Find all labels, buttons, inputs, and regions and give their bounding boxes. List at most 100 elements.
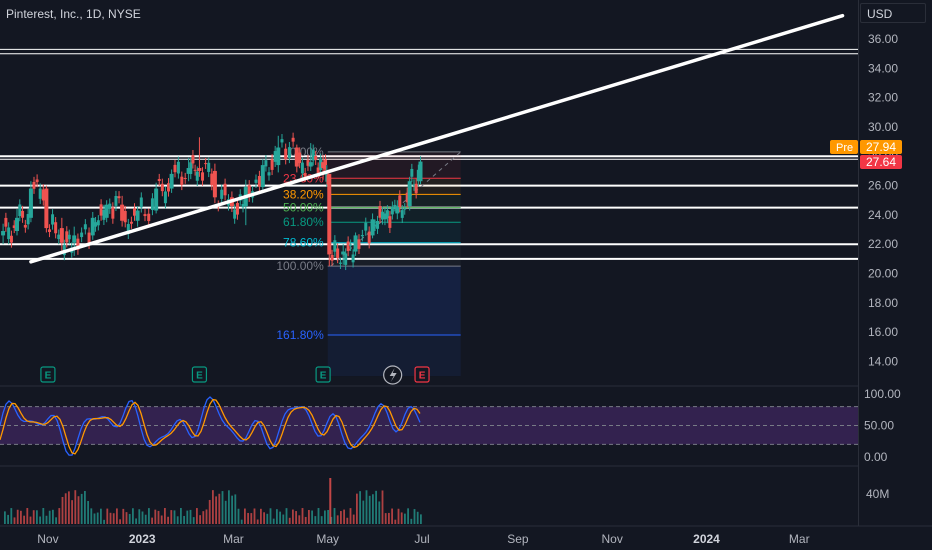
earnings-badge-frame [191,366,208,383]
last-price: 27.64 [866,155,896,169]
volume-bar [29,516,32,524]
earnings-badge-label: E [45,371,52,382]
candle-body [324,159,328,166]
candle-body [160,183,164,192]
volume-bar [365,490,368,524]
volume-bar [7,514,9,524]
volume-bar [410,518,413,524]
price-axis-label: 18.00 [868,296,898,310]
currency-selector[interactable]: USD [860,3,926,23]
candle-body [195,171,199,181]
volume-bar [20,510,22,524]
candle-body [18,204,22,217]
candle-body [327,173,332,255]
candle-body [410,168,414,177]
candle-body [193,169,197,171]
volume-bar [346,517,349,524]
volume-bar [269,508,272,524]
volume-bar [378,501,381,524]
volume-bar [407,508,409,524]
price-axis-label: 22.00 [868,237,898,251]
price-axis-label: 16.00 [868,325,898,339]
volume-bar [372,494,374,524]
candle-body [319,158,323,171]
volume-bar [138,509,141,524]
volume-bar [247,512,249,524]
volume-bar [141,511,144,524]
earnings-badge-frame [40,366,56,383]
volume-bar [71,500,73,524]
candle-body [378,206,382,218]
candle-body [341,251,346,255]
candle-body [176,161,180,174]
candle-body [41,189,45,201]
time-axis-label: 2024 [693,532,720,546]
fib-level-label: 100.00% [276,259,324,273]
volume-bar [144,514,147,524]
volume-bar [132,508,134,524]
candle-body [322,164,326,169]
volume-bar [234,494,237,524]
volume-bar [349,508,352,524]
candle-body [370,219,375,236]
candle-body [169,173,174,189]
candle-body [264,160,268,167]
volume-bar [228,490,230,524]
candle-body [183,177,187,179]
volume-bar [192,517,195,524]
volume-bar [276,509,278,524]
candle-body [276,147,281,166]
volume-bar [343,509,345,524]
horizontal-levels[interactable] [0,48,858,260]
candle-body [260,165,265,188]
candle-body [373,224,377,226]
candle-body [398,195,402,208]
trendline-layer[interactable] [29,13,845,264]
candle-body [407,181,412,207]
earnings-badge-label: E [419,371,426,382]
candle-body [4,217,8,227]
candle-body [147,213,151,222]
candle-body [94,222,98,227]
fib-extension-zone [327,266,461,377]
candle-body [180,176,184,185]
volume-bar [240,519,243,524]
volume-bar [314,516,317,524]
stochastic-oscillator [0,396,858,456]
fib-level-label: 61.80% [283,215,324,229]
candle-body [9,235,13,243]
candle-body [54,222,58,234]
candle-body [298,152,302,164]
candle-body [51,214,55,225]
volume-bar [96,512,99,524]
price-axis-label: 26.00 [868,179,898,193]
candle-body [191,155,195,164]
oscillator-axis-label: 50.00 [864,419,894,433]
candle-body [223,183,227,196]
candle-body [376,220,380,229]
candle-body [1,231,6,236]
volume-bar [311,510,313,524]
volume-bar [384,513,387,524]
fib-level-label: 38.20% [283,187,324,201]
candle-body [330,254,334,261]
osc-d-line [0,398,421,455]
volume-bar [333,508,336,524]
volume-bar [55,517,57,524]
volume-bar [205,509,208,524]
volume-bar [416,511,419,524]
volume-bar [260,508,262,524]
time-axis-label: Jul [414,532,429,546]
time-axis-label: Mar [223,532,244,546]
candle-body [353,235,358,252]
candle-body [400,210,404,218]
volume-bar [231,495,233,524]
volume-bar [263,512,265,524]
pre-market-label-box [830,140,858,154]
volume-bar [215,496,217,524]
volume-bar [330,516,333,524]
candle-body [316,167,320,174]
